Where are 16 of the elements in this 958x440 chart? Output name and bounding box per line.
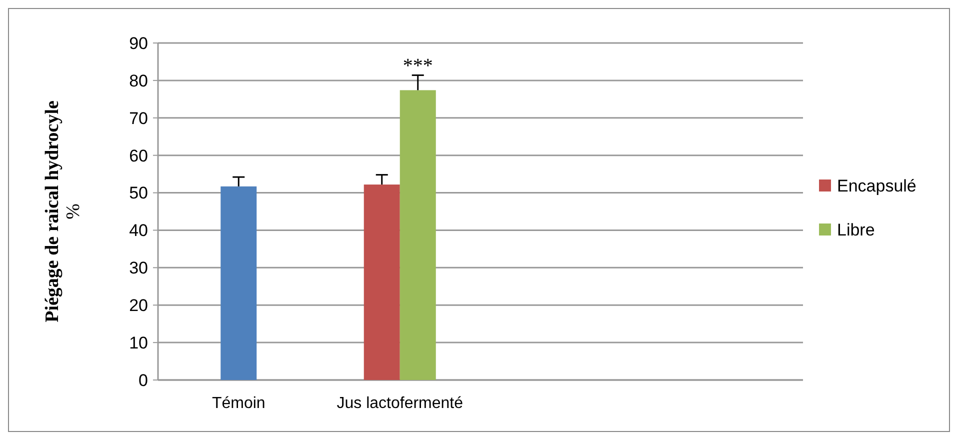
- y-tick-label: 70: [129, 108, 148, 128]
- y-tick-label: 60: [129, 146, 148, 166]
- y-tick-label: 20: [129, 296, 148, 316]
- y-axis-title: Piégage de raical hydrocyle %: [42, 100, 84, 322]
- x-tick-label: Témoin: [212, 395, 266, 412]
- y-tick-label: 10: [129, 334, 148, 353]
- y-tick-label: 40: [129, 221, 148, 240]
- x-tick-label: Jus lactofermenté: [336, 395, 464, 412]
- y-tick-label: 30: [129, 258, 148, 278]
- y-tick-label: 50: [129, 184, 148, 203]
- y-tick-label: 80: [129, 71, 148, 90]
- y-tick-label: 90: [129, 34, 148, 53]
- legend-label: Libre: [837, 220, 875, 240]
- y-tick-label: 0: [138, 370, 148, 390]
- legend-label: Encapsulé: [837, 176, 916, 196]
- annotation: ***: [402, 55, 433, 78]
